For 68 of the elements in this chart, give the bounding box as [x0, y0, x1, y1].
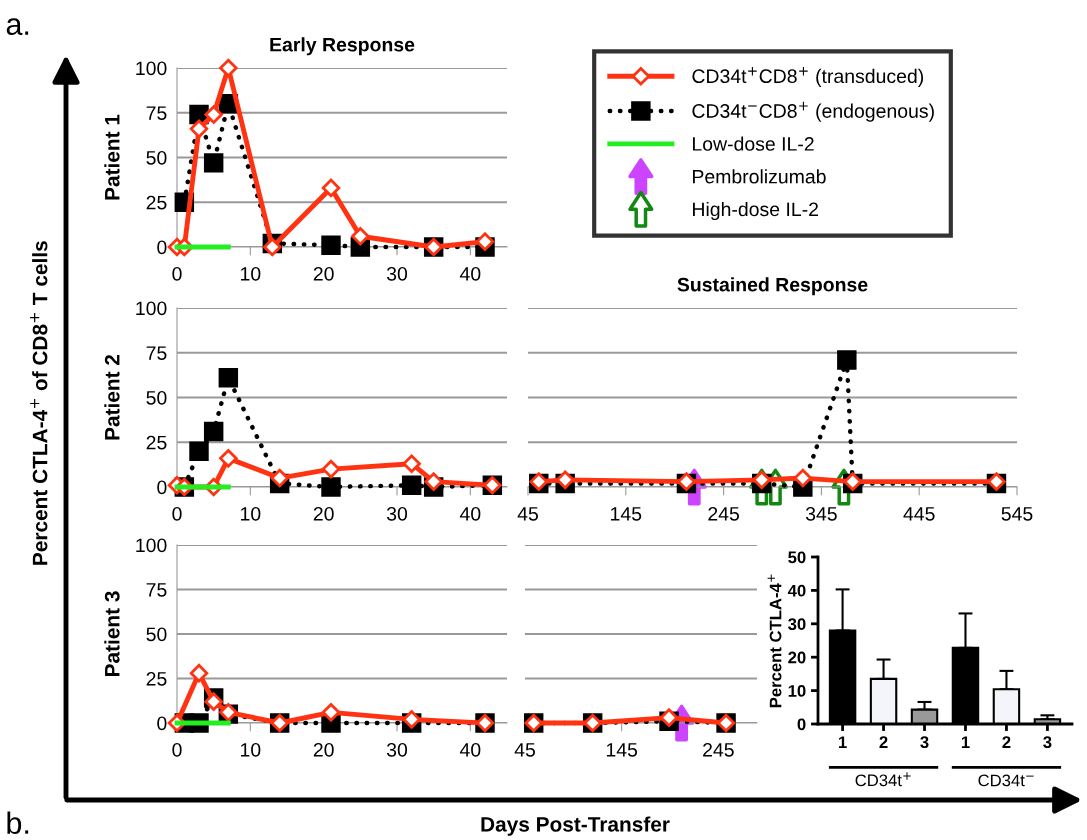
legend-label: CD34t$^{+}$CD8$^{+}$ (transduced) — [692, 66, 924, 87]
x-tick-label: 0 — [172, 266, 182, 281]
x-tick-label: 445 — [903, 507, 935, 521]
x-tick-label: 40 — [459, 266, 481, 281]
legend-label: High-dose IL-2 — [693, 201, 818, 221]
x-tick-label: 3 — [920, 736, 929, 749]
x-tick-label: 30 — [386, 266, 408, 281]
y-tick-label: 0 — [157, 716, 167, 731]
y-tick-label: 50 — [788, 551, 806, 564]
y-axis-title: Patient 3 — [104, 591, 120, 677]
x-tick-label: 0 — [172, 506, 182, 521]
x-tick-label: 10 — [241, 266, 261, 281]
x-tick-label: 10 — [241, 506, 261, 521]
x-tick-label: 3 — [1043, 736, 1052, 749]
text: CD34t$^{+}$ — [855, 772, 911, 787]
x-tick-label: 2 — [1002, 736, 1011, 748]
y-tick-label: 25 — [146, 671, 167, 686]
y-tick-label: 75 — [146, 106, 167, 120]
text: CD34t$^{−}$ — [978, 774, 1034, 787]
y-axis-title: Patient 2 — [104, 354, 120, 440]
y-tick-label: 50 — [146, 150, 167, 165]
x-tick-label: 345 — [805, 506, 837, 521]
x-tick-label: 45 — [514, 743, 535, 757]
legend-label: Pembrolizumab — [693, 169, 826, 184]
x-tick-label: 30 — [386, 506, 408, 521]
text: Percent CTLA-4$^{+}$ of CD8$^{+}$ T cells — [30, 241, 48, 565]
y-tick-label: 100 — [136, 301, 167, 316]
x-tick-label: 1 — [961, 736, 970, 748]
y-tick-label: 50 — [146, 390, 167, 405]
legend-label: CD34t$^{−}$CD8$^{+}$ (endogenous) — [692, 101, 934, 122]
x-tick-label: 30 — [386, 742, 408, 757]
x-tick-label: 40 — [459, 506, 481, 521]
x-tick-label: 1 — [839, 736, 847, 748]
x-tick-label: 245 — [703, 742, 734, 757]
x-tick-label: 0 — [172, 742, 182, 757]
x-tick-label: 45 — [517, 507, 538, 521]
legend-label: Low-dose IL-2 — [693, 136, 814, 151]
x-tick-label: 10 — [241, 742, 261, 757]
y-tick-label: 25 — [146, 195, 167, 210]
y-tick-label: 75 — [146, 346, 167, 360]
y-tick-label: 50 — [146, 627, 167, 642]
x-tick-label: 20 — [313, 506, 334, 521]
x-tick-label: 2 — [879, 736, 888, 748]
x-tick-label: 20 — [313, 266, 334, 281]
x-tick-label: 40 — [459, 742, 481, 757]
text: Days Post-Transfer — [481, 816, 670, 836]
y-tick-label: 100 — [136, 538, 167, 553]
y-tick-label: 40 — [787, 584, 806, 597]
x-tick-label: 545 — [1001, 507, 1033, 521]
x-tick-label: 20 — [313, 742, 334, 757]
y-tick-label: 0 — [157, 480, 167, 495]
y-tick-label: 20 — [788, 651, 806, 664]
y-tick-label: 30 — [788, 618, 806, 631]
text: b. — [7, 811, 29, 834]
chart-title: Early Response — [270, 37, 415, 56]
y-tick-label: 25 — [146, 435, 167, 450]
y-tick-label: 0 — [157, 240, 167, 255]
x-tick-label: 145 — [611, 507, 642, 521]
chart-title: Sustained Response — [677, 277, 868, 296]
y-tick-label: 75 — [146, 583, 167, 597]
x-tick-label: 245 — [708, 506, 740, 521]
y-tick-label: 0 — [797, 718, 806, 731]
y-axis-title: Percent CTLA-4$^{+}$ — [767, 574, 782, 708]
y-tick-label: 10 — [788, 685, 806, 697]
text: a. — [6, 18, 29, 36]
y-tick-label: 100 — [136, 61, 167, 76]
x-tick-label: 145 — [606, 743, 638, 757]
y-axis-title: Patient 1 — [104, 114, 120, 200]
